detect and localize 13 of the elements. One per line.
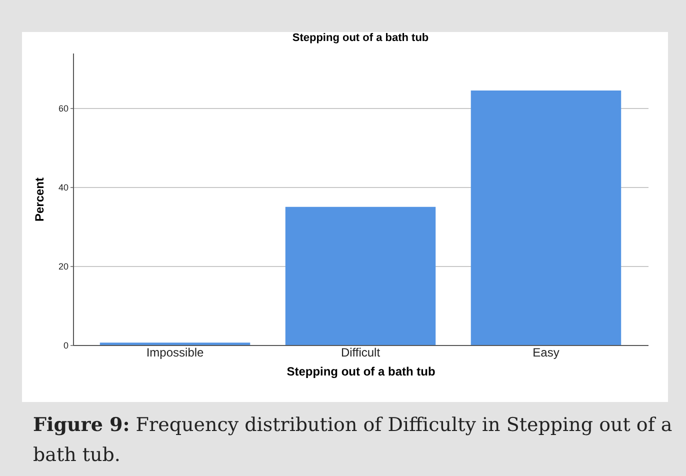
y-tick-label: 20 <box>58 262 68 272</box>
x-tick-label: Difficult <box>340 346 381 360</box>
x-tick-label: Easy <box>532 346 560 360</box>
caption: Figure 9: Frequency distribution of Difficulty in Stepping out of a bath tub. <box>33 413 673 468</box>
y-tick-label: 0 <box>63 340 68 350</box>
y-tick-label: 60 <box>58 104 68 114</box>
x-tick-label: Impossible <box>146 346 204 360</box>
chart-title: Stepping out of a bath tub <box>292 32 429 44</box>
x-axis-title: Stepping out of a bath tub <box>286 364 436 378</box>
bar <box>285 206 436 345</box>
y-tick-label: 40 <box>58 182 68 193</box>
bar <box>470 90 622 345</box>
y-axis-title: Percent <box>32 177 46 222</box>
